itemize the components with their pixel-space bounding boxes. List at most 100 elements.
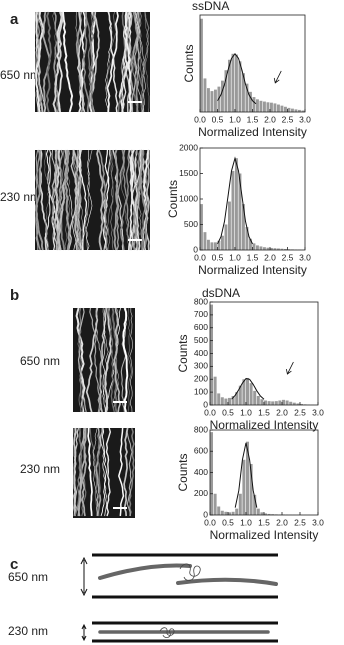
y-axis-label: Counts	[182, 44, 196, 82]
streak	[106, 11, 117, 113]
kymograph	[35, 11, 150, 113]
streak	[107, 149, 114, 251]
streak	[104, 307, 112, 413]
streak	[134, 149, 142, 251]
streak	[89, 11, 94, 113]
bar	[213, 493, 217, 515]
streak	[120, 307, 128, 413]
y-tick-label: 1000	[179, 193, 198, 203]
bar	[274, 401, 278, 405]
bar	[242, 204, 245, 250]
bar	[220, 510, 224, 515]
bar	[242, 73, 245, 112]
row-label: 230 nm	[8, 624, 48, 638]
bar	[224, 224, 228, 250]
streak	[98, 149, 108, 251]
bar	[245, 227, 249, 250]
y-tick-label: 500	[184, 219, 198, 229]
x-tick-label: 1.5	[258, 407, 270, 417]
streak	[105, 11, 113, 113]
bar	[256, 508, 260, 515]
streak	[122, 307, 129, 413]
x-tick-label: 0.0	[194, 114, 206, 124]
streak	[96, 427, 101, 517]
bar	[200, 18, 203, 112]
bar	[296, 403, 300, 405]
bar	[256, 99, 259, 112]
streak	[102, 307, 109, 413]
bar	[245, 83, 249, 112]
fit-curve	[234, 442, 258, 508]
streak	[45, 149, 56, 251]
y-tick-label: 600	[194, 446, 208, 456]
bar	[291, 108, 294, 112]
streak	[85, 149, 93, 251]
streak	[82, 11, 90, 112]
bar	[220, 397, 224, 405]
bar	[264, 513, 267, 515]
bar	[271, 401, 275, 405]
bar	[210, 432, 213, 515]
y-axis-label: Counts	[166, 180, 180, 218]
row-label: 650 nm	[8, 570, 48, 584]
section-title: ssDNA	[192, 0, 229, 13]
bar	[266, 102, 270, 112]
bar	[224, 398, 228, 405]
y-tick-label: 1500	[179, 168, 198, 178]
x-tick-label: 0.5	[222, 517, 234, 527]
streak	[107, 11, 119, 113]
bar	[235, 158, 238, 250]
bar	[259, 246, 263, 250]
streak	[108, 307, 115, 413]
streak	[105, 427, 112, 517]
bar	[203, 78, 207, 112]
bar	[214, 89, 217, 112]
bar	[235, 508, 239, 515]
streak	[87, 11, 95, 113]
bar	[273, 248, 277, 250]
diagram	[80, 553, 278, 643]
streak	[136, 11, 146, 113]
bar	[252, 97, 256, 112]
bar	[238, 61, 242, 112]
x-tick-label: 1.0	[229, 252, 241, 262]
bar	[292, 402, 296, 405]
x-tick-label: 0.0	[204, 407, 216, 417]
bar	[246, 377, 249, 405]
plot-frame	[199, 147, 306, 251]
bar	[301, 110, 305, 112]
bar	[249, 464, 253, 515]
bar	[249, 91, 252, 112]
streak	[118, 427, 125, 517]
streak	[134, 149, 144, 251]
streak	[52, 11, 64, 113]
row-label: 230 nm	[0, 190, 40, 204]
streak	[106, 11, 119, 113]
panel-label: b	[10, 287, 19, 304]
streak	[121, 11, 132, 113]
bar	[267, 513, 271, 515]
streak	[64, 149, 71, 251]
x-tick-label: 2.0	[276, 407, 288, 417]
streak	[45, 11, 52, 113]
plot-frame	[209, 429, 319, 516]
bar	[224, 70, 228, 112]
streak	[35, 11, 45, 113]
streak	[73, 149, 81, 251]
streak	[51, 149, 59, 251]
bar	[282, 399, 285, 405]
x-tick-label: 0.5	[222, 407, 234, 417]
streak	[142, 149, 150, 251]
y-tick-label: 0	[203, 509, 208, 519]
bar	[263, 247, 266, 250]
row-label: 650 nm	[20, 354, 60, 368]
x-tick-label: 2.0	[264, 252, 276, 262]
y-tick-label: 200	[194, 488, 208, 498]
x-tick-label: 2.0	[264, 114, 276, 124]
x-tick-label: 2.5	[294, 517, 306, 527]
bar	[280, 105, 284, 112]
bar	[238, 385, 242, 405]
bar	[266, 247, 270, 250]
y-tick-label: 0	[193, 244, 198, 254]
